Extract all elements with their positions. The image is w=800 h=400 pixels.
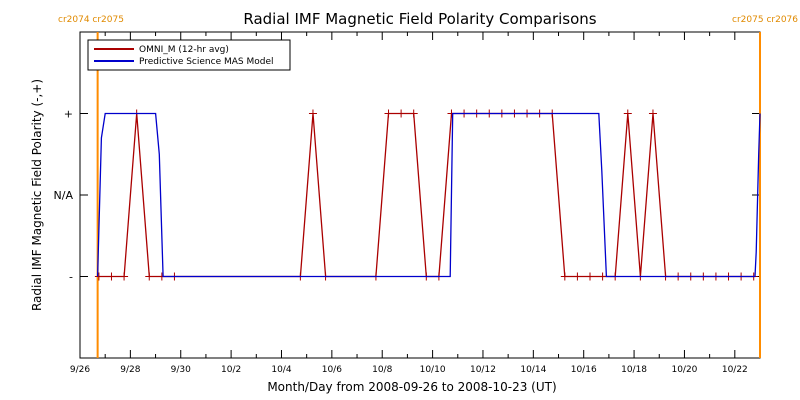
x-tick-label: 10/12 <box>470 365 496 375</box>
x-tick-label: 10/18 <box>621 365 647 375</box>
legend: OMNI_M (12-hr avg) Predictive Science MAS… <box>87 39 291 71</box>
legend-label: OMNI_M (12-hr avg) <box>139 45 229 55</box>
y-tick-label: N/A <box>54 189 74 202</box>
omni-data-point <box>384 109 393 118</box>
omni-data-point <box>107 272 116 281</box>
omni-data-point <box>560 272 569 281</box>
x-tick-label: 10/4 <box>271 365 291 375</box>
x-tick-label: 10/6 <box>322 365 342 375</box>
y-tick-label: - <box>69 271 73 284</box>
x-tick-label: 9/26 <box>70 365 90 375</box>
y-tick-label: + <box>64 108 73 121</box>
x-tick-label: 10/22 <box>722 365 748 375</box>
x-tick-label: 10/16 <box>571 365 597 375</box>
x-axis-ticks: 9/26 9/28 9/30 10/2 10/4 10/6 10/8 10/10 10/12 10… <box>70 32 748 375</box>
omni-data-point <box>598 272 607 281</box>
rotation-markers: cr2074 cr2075 cr2075 cr2076 <box>58 15 798 358</box>
y-axis-label: Radial IMF Magnetic Field Polarity (-,+) <box>30 79 44 311</box>
omni-data-point <box>573 272 582 281</box>
mas-model-series-line <box>96 112 761 278</box>
omni-data-point <box>94 272 103 281</box>
x-tick-label: 10/2 <box>221 365 241 375</box>
legend-label: Predictive Science MAS Model <box>139 57 274 67</box>
x-tick-label: 9/30 <box>171 365 191 375</box>
omni-data-point <box>409 109 418 118</box>
series-group <box>94 109 761 281</box>
x-tick-label: 9/28 <box>120 365 140 375</box>
omni-data-point <box>308 109 317 118</box>
chart-title: Radial IMF Magnetic Field Polarity Compa… <box>243 10 596 28</box>
rotation-marker-label: cr2075 cr2076 <box>732 15 798 25</box>
x-tick-label: 10/14 <box>520 365 546 375</box>
x-tick-label: 10/20 <box>671 365 697 375</box>
x-tick-label: 10/10 <box>420 365 446 375</box>
omni-data-point <box>145 272 154 281</box>
omni-data-point <box>586 272 594 281</box>
rotation-marker-label: cr2074 cr2075 <box>58 15 124 25</box>
omni-data-point <box>648 109 657 118</box>
omni-data-point <box>120 272 129 281</box>
x-axis-label: Month/Day from 2008-09-26 to 2008-10-23 … <box>267 380 556 394</box>
omni-data-point <box>623 109 632 118</box>
omni-data-point <box>397 109 406 118</box>
legend-box <box>87 39 291 71</box>
y-axis-ticks: + N/A - <box>54 108 760 284</box>
x-tick-label: 10/8 <box>372 365 392 375</box>
